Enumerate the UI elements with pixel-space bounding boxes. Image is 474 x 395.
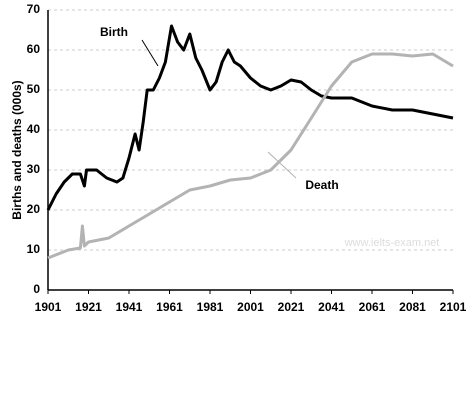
x-tick-label: 2041	[318, 300, 345, 314]
x-tick-label: 2001	[237, 300, 264, 314]
x-tick-label: 1961	[156, 300, 183, 314]
annotation: Death	[305, 178, 338, 192]
y-tick-label: 70	[27, 2, 41, 16]
y-tick-label: 10	[27, 242, 41, 256]
x-tick-label: 2061	[359, 300, 386, 314]
y-tick-label: 50	[27, 82, 41, 96]
annotation: Birth	[100, 25, 128, 39]
annotation-pointer	[141, 39, 159, 67]
y-tick-label: 40	[27, 122, 41, 136]
x-tick-label: 1981	[197, 300, 224, 314]
x-tick-label: 2081	[399, 300, 426, 314]
series-line	[47, 52, 454, 260]
series-line	[46, 24, 454, 211]
x-tick-label: 1921	[75, 300, 102, 314]
y-tick-label: 30	[27, 162, 41, 176]
x-tick-label: 1941	[116, 300, 143, 314]
annotation-pointer	[267, 151, 297, 179]
y-tick-label: 0	[33, 282, 40, 296]
x-tick-label: 2101	[440, 300, 467, 314]
y-tick-label: 20	[27, 202, 41, 216]
x-tick-label: 2021	[278, 300, 305, 314]
x-tick-label: 1901	[35, 300, 62, 314]
watermark: www.ielts-exam.net	[344, 237, 440, 249]
y-axis-label: Births and deaths (000s)	[10, 80, 24, 219]
y-tick-label: 60	[27, 42, 41, 56]
